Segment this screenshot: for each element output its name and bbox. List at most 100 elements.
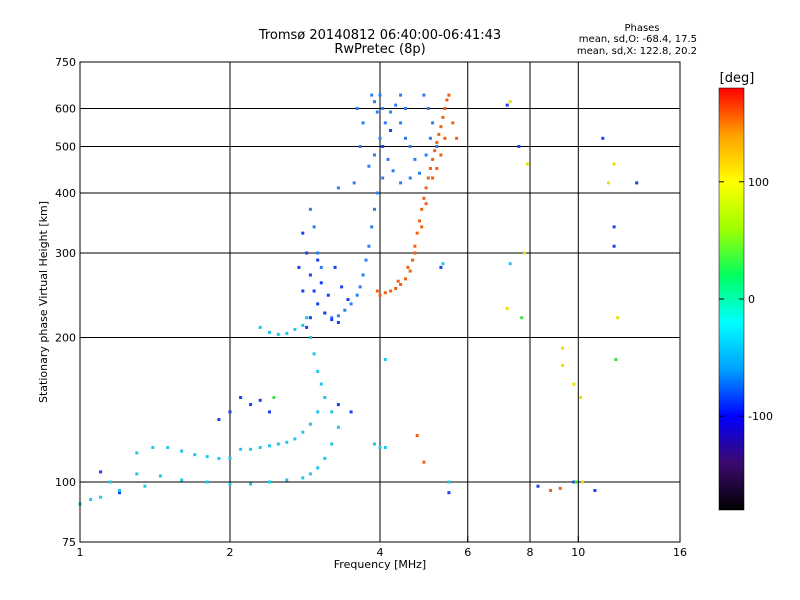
data-point [373,100,376,104]
data-point [166,446,170,449]
data-point [439,153,443,157]
grid-lines [80,62,680,542]
data-point [424,153,428,157]
data-point [433,149,437,153]
data-point [443,107,447,110]
data-point [316,410,320,414]
data-point [293,327,297,331]
data-point [258,325,262,329]
data-point [455,136,459,140]
data-point [308,207,312,211]
data-point [428,167,432,170]
data-point [305,325,309,329]
x-tick-label: 4 [377,546,384,559]
data-point [447,491,451,495]
data-point [601,136,605,140]
data-point [408,269,412,273]
data-point [330,316,334,320]
data-point [441,262,445,266]
data-point [394,103,398,107]
data-point [505,103,509,107]
data-point [435,167,439,170]
data-point [249,403,253,407]
data-point [308,472,312,476]
data-point [99,470,103,474]
data-point [276,442,280,446]
data-point [326,293,330,297]
y-tick-label: 500 [55,141,76,154]
data-point [413,157,417,161]
data-point [316,258,320,262]
data-point [435,145,439,148]
data-point [381,107,385,110]
data-point [399,121,403,125]
data-point [272,396,276,399]
data-point [268,480,271,484]
data-point [536,484,540,488]
data-point [415,434,419,437]
data-point [399,283,403,286]
data-point [108,480,112,484]
data-point [151,446,155,449]
data-point [431,176,435,180]
data-point [319,382,323,386]
data-point [316,369,320,373]
data-point [418,219,421,223]
data-point [389,129,393,132]
data-point [408,145,412,148]
data-point [301,430,305,434]
data-point [308,273,312,277]
data-point [447,480,451,484]
data-point [593,489,597,492]
data-point [308,422,312,426]
data-point [364,258,368,262]
data-point [340,285,344,289]
colorbar-tick-label: 0 [748,293,755,306]
data-point [180,449,184,453]
data-point [578,396,582,399]
data-point [316,251,320,255]
x-tick-label: 6 [464,546,471,559]
data-point [373,442,376,446]
data-point [336,186,340,190]
data-point [336,314,340,318]
data-point [549,489,553,492]
data-point [305,316,309,320]
x-tick-label: 1 [77,546,84,559]
data-point [355,293,359,297]
data-point [383,446,387,449]
data-point [561,346,565,350]
data-point [228,410,232,414]
data-point [404,136,407,140]
data-point [349,302,353,306]
chart-title: Tromsø 20140812 06:40:00-06:41:43 [258,28,501,43]
data-point [312,352,316,356]
data-point [378,93,382,97]
data-point [439,125,443,129]
data-point [336,425,340,429]
data-point [361,273,365,277]
data-point [525,162,529,166]
data-point [370,225,374,229]
data-point [285,440,289,444]
data-point [323,456,327,460]
data-point [285,478,289,482]
data-point [581,480,585,484]
chart-subtitle: RwPretec (8p) [334,42,425,57]
y-tick-label: 750 [55,56,76,69]
colorbar-tick-label: 100 [748,176,769,189]
y-axis-ticks: 75 100 200 300 400 500 600 750 [55,56,86,549]
data-point [572,480,576,484]
data-point [239,396,243,399]
data-point [574,480,578,484]
data-point [205,455,209,459]
data-point [373,153,376,157]
data-point [308,336,312,339]
data-point [308,316,312,320]
data-point [612,244,616,248]
data-point [445,98,449,102]
data-point [375,110,379,114]
stats-o-mode: mean, sd,O: -68.4, 17.5 [579,34,697,45]
data-point [572,382,576,386]
